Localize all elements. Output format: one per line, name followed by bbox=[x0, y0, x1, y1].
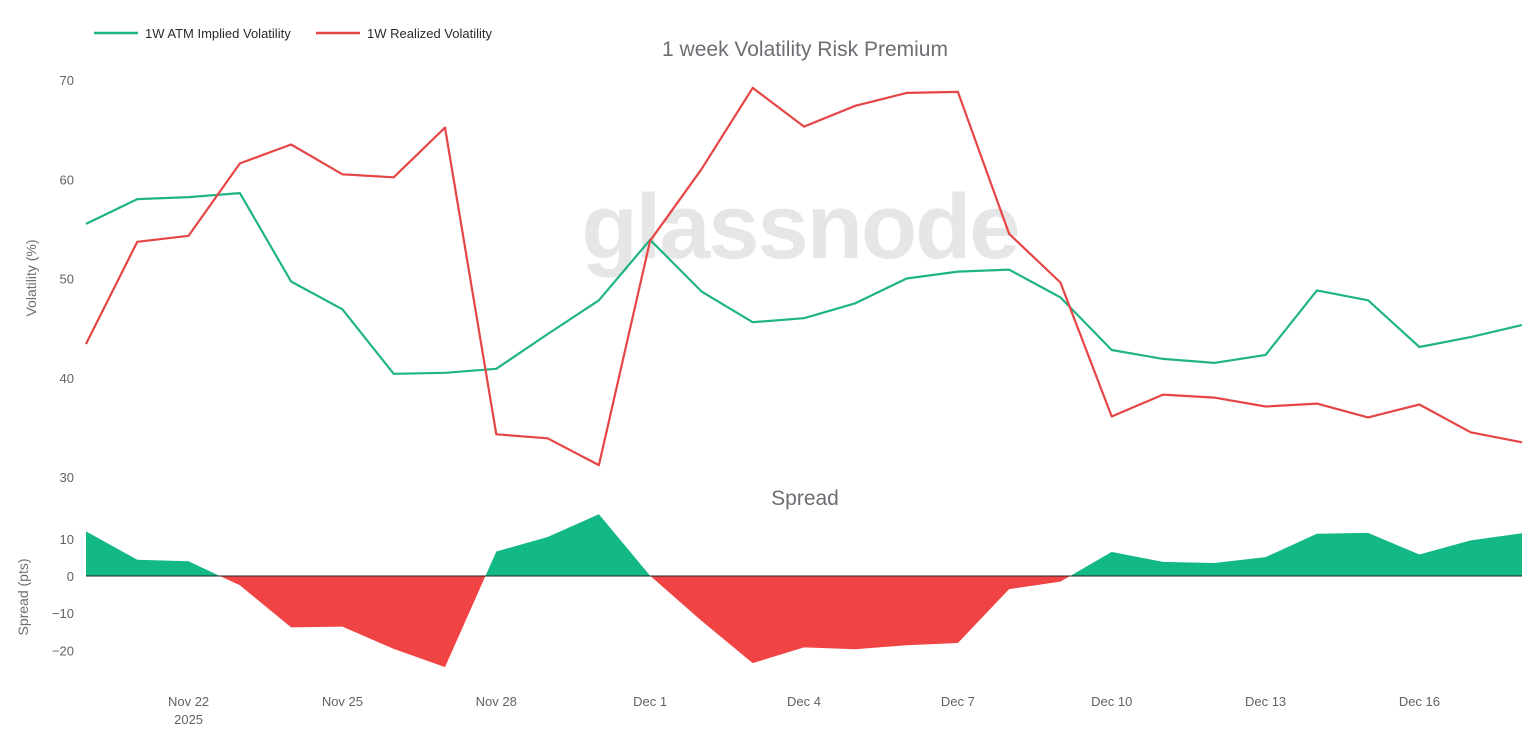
top-y-tick-label: 70 bbox=[60, 73, 74, 88]
realized-volatility-line[interactable] bbox=[85, 86, 1523, 467]
spread-y-tick-label: −10 bbox=[52, 606, 74, 621]
x-tick-label: Nov 22 bbox=[168, 694, 209, 709]
legend[interactable]: 1W ATM Implied Volatility 1W Realized Vo… bbox=[94, 26, 492, 41]
x-tick-label: Dec 10 bbox=[1091, 694, 1132, 709]
top-y-axis-label: Volatility (%) bbox=[23, 239, 39, 316]
top-y-tick-label: 30 bbox=[60, 470, 74, 485]
spread-chart-title: Spread bbox=[771, 487, 839, 510]
x-tick-label: Dec 13 bbox=[1245, 694, 1286, 709]
x-tick-label: Dec 7 bbox=[941, 694, 975, 709]
spread-y-axis-ticks: −20 −10 0 10 bbox=[52, 532, 74, 659]
top-plot-area bbox=[85, 86, 1523, 467]
spread-plot-area bbox=[86, 514, 1522, 668]
x-tick-label: Nov 25 bbox=[322, 694, 363, 709]
spread-positive-area[interactable] bbox=[86, 514, 1522, 577]
top-chart-title: 1 week Volatility Risk Premium bbox=[662, 38, 948, 61]
spread-y-tick-label: 10 bbox=[60, 532, 74, 547]
x-tick-label: Dec 4 bbox=[787, 694, 821, 709]
watermark-glassnode: glassnode bbox=[581, 176, 1018, 278]
spread-y-axis-label: Spread (pts) bbox=[15, 558, 31, 635]
x-tick-label: Dec 1 bbox=[633, 694, 667, 709]
x-tick-label: Dec 16 bbox=[1399, 694, 1440, 709]
spread-negative-area[interactable] bbox=[220, 576, 1071, 668]
top-y-tick-label: 60 bbox=[60, 172, 74, 187]
implied-volatility-line[interactable] bbox=[85, 192, 1523, 375]
spread-y-tick-label: 0 bbox=[67, 569, 74, 584]
spread-y-tick-label: −20 bbox=[52, 643, 74, 658]
top-y-tick-label: 40 bbox=[60, 371, 74, 386]
top-y-axis-ticks: 30 40 50 60 70 bbox=[60, 73, 74, 485]
legend-label-realized[interactable]: 1W Realized Volatility bbox=[367, 26, 492, 41]
top-y-tick-label: 50 bbox=[60, 272, 74, 287]
x-tick-label: Nov 28 bbox=[476, 694, 517, 709]
legend-label-implied[interactable]: 1W ATM Implied Volatility bbox=[145, 26, 291, 41]
x-axis-ticks: Nov 22 2025 Nov 25 Nov 28 Dec 1 Dec 4 Dec 7 Dec… bbox=[168, 694, 1440, 727]
x-tick-year-label: 2025 bbox=[174, 712, 203, 727]
